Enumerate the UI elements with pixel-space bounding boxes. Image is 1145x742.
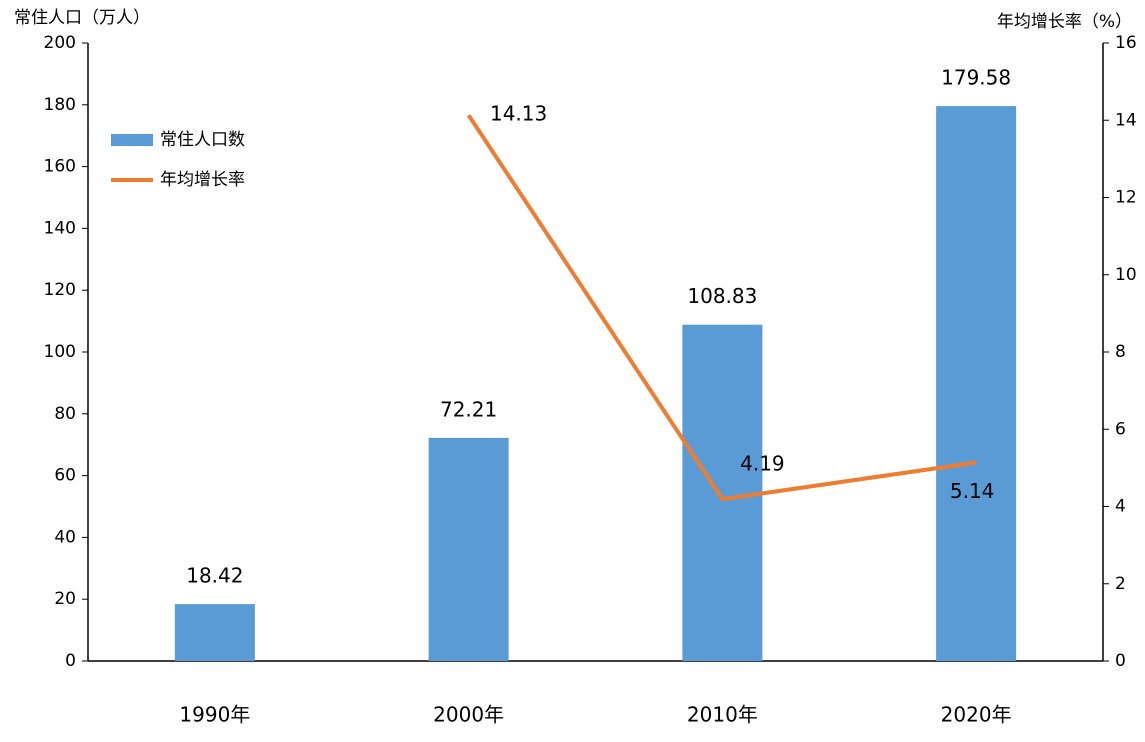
y2-tick-label: 16 xyxy=(1115,33,1137,53)
y2-tick-label: 12 xyxy=(1115,188,1137,208)
y-tick-label: 200 xyxy=(44,33,76,53)
y-tick-label: 160 xyxy=(44,157,76,177)
y2-tick-label: 4 xyxy=(1115,497,1126,517)
y-tick-label: 20 xyxy=(54,589,76,609)
y-axis-title: 常住人口（万人） xyxy=(14,8,150,28)
data-label: 179.58 xyxy=(941,66,1011,90)
line xyxy=(466,114,977,502)
y2-tick-label: 14 xyxy=(1115,110,1137,130)
x-tick-label: 2000年 xyxy=(433,703,504,727)
y-tick-label: 140 xyxy=(44,218,76,238)
y-tick-label: 120 xyxy=(44,280,76,300)
bar xyxy=(174,604,255,661)
y2-tick-label: 10 xyxy=(1115,265,1137,285)
y2-tick-label: 2 xyxy=(1115,574,1126,594)
legend-label: 常住人口数 xyxy=(160,130,245,150)
y2-tick-label: 6 xyxy=(1115,419,1126,439)
data-label: 72.21 xyxy=(440,397,497,421)
x-tick-label: 1990年 xyxy=(179,703,250,727)
legend-label: 年均增长率 xyxy=(160,170,245,190)
data-label: 5.14 xyxy=(950,479,995,503)
x-tick-label: 2010年 xyxy=(687,703,758,727)
data-label: 14.13 xyxy=(490,102,547,126)
y-tick-label: 180 xyxy=(44,95,76,115)
y-tick-label: 80 xyxy=(54,404,76,424)
data-label: 4.19 xyxy=(740,452,785,476)
y2-axis-title: 年均增长率（%） xyxy=(997,12,1132,32)
legend-swatch xyxy=(111,134,153,146)
y-tick-label: 0 xyxy=(65,651,76,671)
x-tick-label: 2020年 xyxy=(941,703,1012,727)
bar xyxy=(428,437,509,661)
y2-tick-label: 8 xyxy=(1115,342,1126,362)
y-tick-label: 60 xyxy=(54,466,76,486)
y-tick-label: 40 xyxy=(54,527,76,547)
y2-tick-label: 0 xyxy=(1115,651,1126,671)
y-tick-label: 100 xyxy=(44,342,76,362)
bar xyxy=(682,324,763,661)
data-label: 108.83 xyxy=(687,284,757,308)
bar xyxy=(936,106,1017,662)
data-label: 18.42 xyxy=(186,564,243,588)
